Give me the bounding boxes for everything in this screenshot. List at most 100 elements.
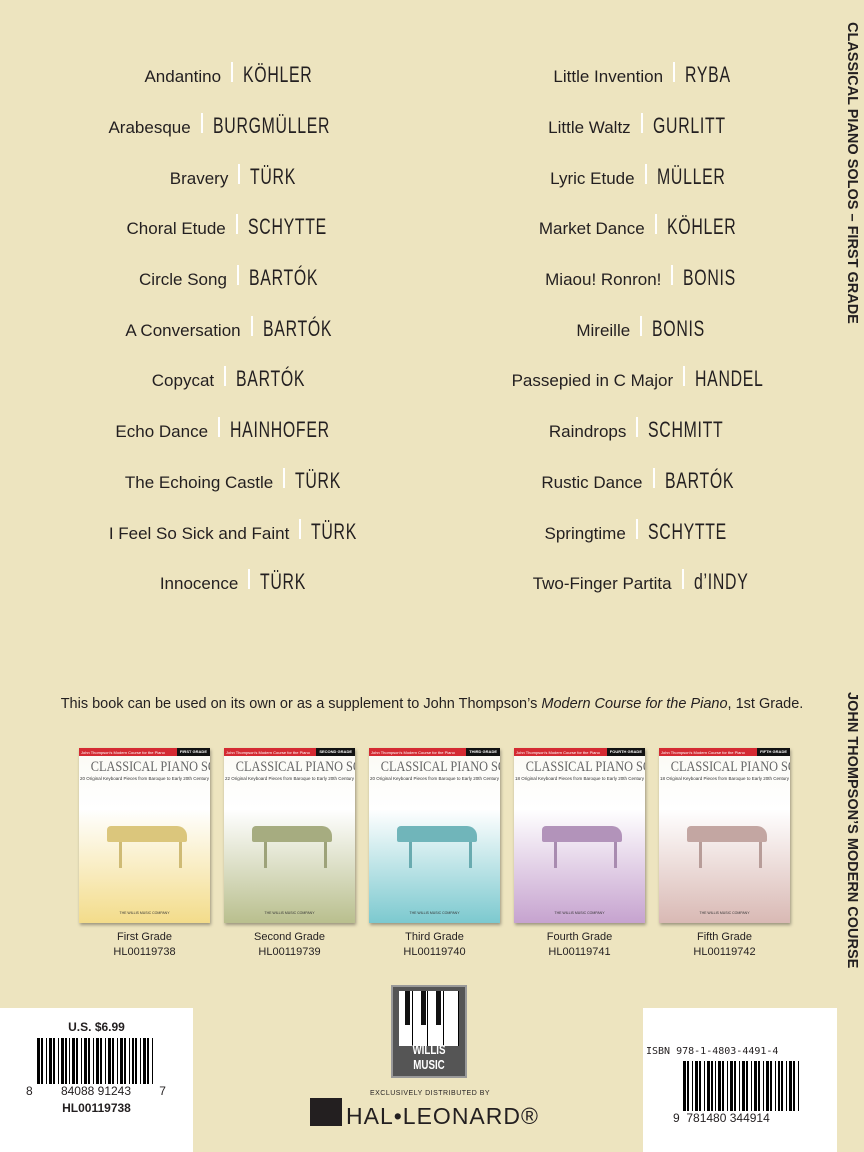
book-code: HL00119738: [113, 946, 176, 958]
separator: [640, 315, 643, 336]
piece-title: Rustic Dance: [541, 472, 643, 492]
willis-music-text: WILLIS MUSIC: [412, 1042, 446, 1072]
contents-row: I Feel So Sick and Faint TÜRK: [28, 508, 428, 559]
upc-digits: 84088 91243: [60, 1084, 132, 1098]
isbn-barcode: [683, 1061, 801, 1111]
separator: [683, 366, 686, 387]
contents-row: Little Waltz GURLITT: [437, 103, 837, 154]
book-code: HL00119739: [258, 946, 321, 958]
grade-badge: THIRD GRADE: [466, 748, 500, 756]
hal-leonard-logo-mark: [310, 1098, 342, 1126]
piece-title: Springtime: [544, 523, 626, 543]
composer: TÜRK: [311, 518, 358, 544]
contents-row: Passepied in C Major HANDEL: [437, 356, 837, 407]
book-grade: Second Grade: [254, 931, 325, 943]
contents-row: Mireille BONIS: [437, 305, 837, 356]
contents-row: Little Invention RYBA: [437, 52, 837, 103]
book-cover[interactable]: John Thompson's Modern Course for the Pi…: [514, 748, 645, 923]
composer: HAINHOFER: [230, 417, 330, 443]
piece-title: I Feel So Sick and Faint: [108, 523, 290, 543]
composer: BARTÓK: [248, 265, 319, 291]
book-cover[interactable]: John Thompson's Modern Course for the Pi…: [369, 748, 500, 923]
distributed-by: EXCLUSIVELY DISTRIBUTED BY: [369, 1090, 491, 1097]
book-code: HL00119742: [693, 946, 756, 958]
book-cover[interactable]: John Thompson's Modern Course for the Pi…: [659, 748, 790, 923]
contents-row: Two-Finger Partita d’INDY: [437, 559, 837, 610]
composer: BONIS: [683, 265, 737, 291]
price-barcode-box: U.S. $6.99 8 84088 91243 7 HL00119738: [0, 1008, 193, 1152]
series-band: John Thompson's Modern Course for the Pi…: [514, 748, 645, 756]
grade-badge: FOURTH GRADE: [606, 748, 645, 756]
piece-title: Circle Song: [139, 270, 227, 290]
piece-title: Raindrops: [548, 422, 627, 442]
book-code: HL00119741: [548, 946, 611, 958]
piece-title: The Echoing Castle: [124, 472, 274, 492]
separator: [635, 518, 638, 539]
series-band-text: John Thompson's Modern Course for the Pi…: [371, 749, 455, 755]
book-code: HL00119740: [403, 946, 466, 958]
separator: [636, 417, 639, 438]
book-cover[interactable]: John Thompson's Modern Course for the Pi…: [79, 748, 210, 923]
contents-row: Arabesque BURGMÜLLER: [28, 103, 428, 154]
separator: [224, 366, 227, 387]
separator: [654, 214, 657, 235]
piece-title: Echo Dance: [115, 422, 209, 442]
cover-title: CLASSICAL PIANO SOLOS: [235, 759, 355, 775]
contents-row: The Echoing Castle TÜRK: [28, 458, 428, 509]
piece-title: A Conversation: [125, 320, 241, 340]
cover-publisher: THE WILLIS MUSIC COMPANY: [699, 911, 750, 915]
contents-row: Bravery TÜRK: [28, 153, 428, 204]
contents-row: Andantino KÖHLER: [28, 52, 428, 103]
series-book[interactable]: John Thompson's Modern Course for the Pi…: [369, 748, 500, 960]
note-text: This book can be used on its own or as a…: [60, 696, 542, 712]
separator: [673, 62, 676, 83]
book-grade: First Grade: [116, 931, 172, 943]
piano-image: [542, 826, 622, 842]
note-text-end: , 1st Grade.: [727, 696, 804, 712]
separator: [299, 518, 302, 539]
upc-barcode: [37, 1038, 155, 1084]
separator: [640, 113, 643, 134]
composer: SCHMITT: [648, 417, 724, 443]
book-cover[interactable]: John Thompson's Modern Course for the Pi…: [224, 748, 355, 923]
contents-row: Lyric Etude MÜLLER: [437, 153, 837, 204]
contents-row: Miaou! Ronron! BONIS: [437, 255, 837, 306]
isbn-barcode-box: ISBN 978-1-4803-4491-4 9 781480 344914: [643, 1008, 837, 1152]
spine-title-text: CLASSICAL PIANO SOLOS – FIRST GRADE: [844, 22, 860, 324]
contents-row: Market Dance KÖHLER: [437, 204, 837, 255]
note-course-title: Modern Course for the Piano: [541, 696, 728, 712]
grade-badge: SECOND GRADE: [316, 748, 355, 756]
series-book[interactable]: John Thompson's Modern Course for the Pi…: [224, 748, 355, 960]
piece-title: Little Waltz: [548, 118, 631, 138]
grade-badge: FIFTH GRADE: [757, 748, 790, 756]
series-band: John Thompson's Modern Course for the Pi…: [224, 748, 355, 756]
piece-title: Choral Etude: [126, 219, 226, 239]
piece-title: Copycat: [151, 371, 215, 391]
piece-title: Bravery: [169, 168, 229, 188]
series-book[interactable]: John Thompson's Modern Course for the Pi…: [659, 748, 790, 960]
piece-title: Market Dance: [538, 219, 645, 239]
spine-series: JOHN THOMPSON’S MODERN COURSE: [840, 692, 860, 968]
contents-right-column: Little Invention RYBA Little Waltz GURLITT L…: [437, 52, 837, 610]
series-book[interactable]: John Thompson's Modern Course for the Pi…: [79, 748, 210, 960]
series-band-text: John Thompson's Modern Course for the Pi…: [661, 749, 745, 755]
separator: [236, 265, 239, 286]
cover-publisher: THE WILLIS MUSIC COMPANY: [119, 911, 170, 915]
contents-row: Circle Song BARTÓK: [28, 255, 428, 306]
series-book[interactable]: John Thompson's Modern Course for the Pi…: [514, 748, 645, 960]
separator: [644, 163, 647, 184]
piano-image: [397, 826, 477, 842]
contents-row: A Conversation BARTÓK: [28, 305, 428, 356]
series-band: John Thompson's Modern Course for the Pi…: [659, 748, 790, 756]
separator: [681, 569, 684, 590]
product-code: HL00119738: [62, 1101, 131, 1115]
separator: [652, 467, 655, 488]
piece-title: Arabesque: [108, 118, 191, 138]
composer: KÖHLER: [666, 214, 737, 240]
composer: RYBA: [685, 62, 731, 88]
cover-title: CLASSICAL PIANO SOLOS: [525, 759, 645, 775]
separator: [218, 417, 221, 438]
piano-image: [252, 826, 332, 842]
spine-title: CLASSICAL PIANO SOLOS – FIRST GRADE: [840, 22, 860, 324]
piece-title: Innocence: [159, 574, 239, 594]
